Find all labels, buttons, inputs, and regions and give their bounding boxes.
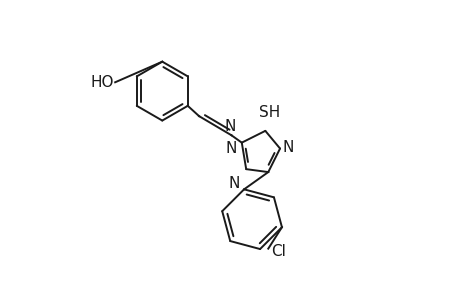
Text: SH: SH	[258, 105, 280, 120]
Text: N: N	[282, 140, 294, 154]
Text: N: N	[229, 176, 240, 191]
Text: Cl: Cl	[271, 244, 285, 259]
Text: HO: HO	[90, 75, 113, 90]
Text: N: N	[225, 141, 236, 156]
Text: N: N	[224, 119, 235, 134]
